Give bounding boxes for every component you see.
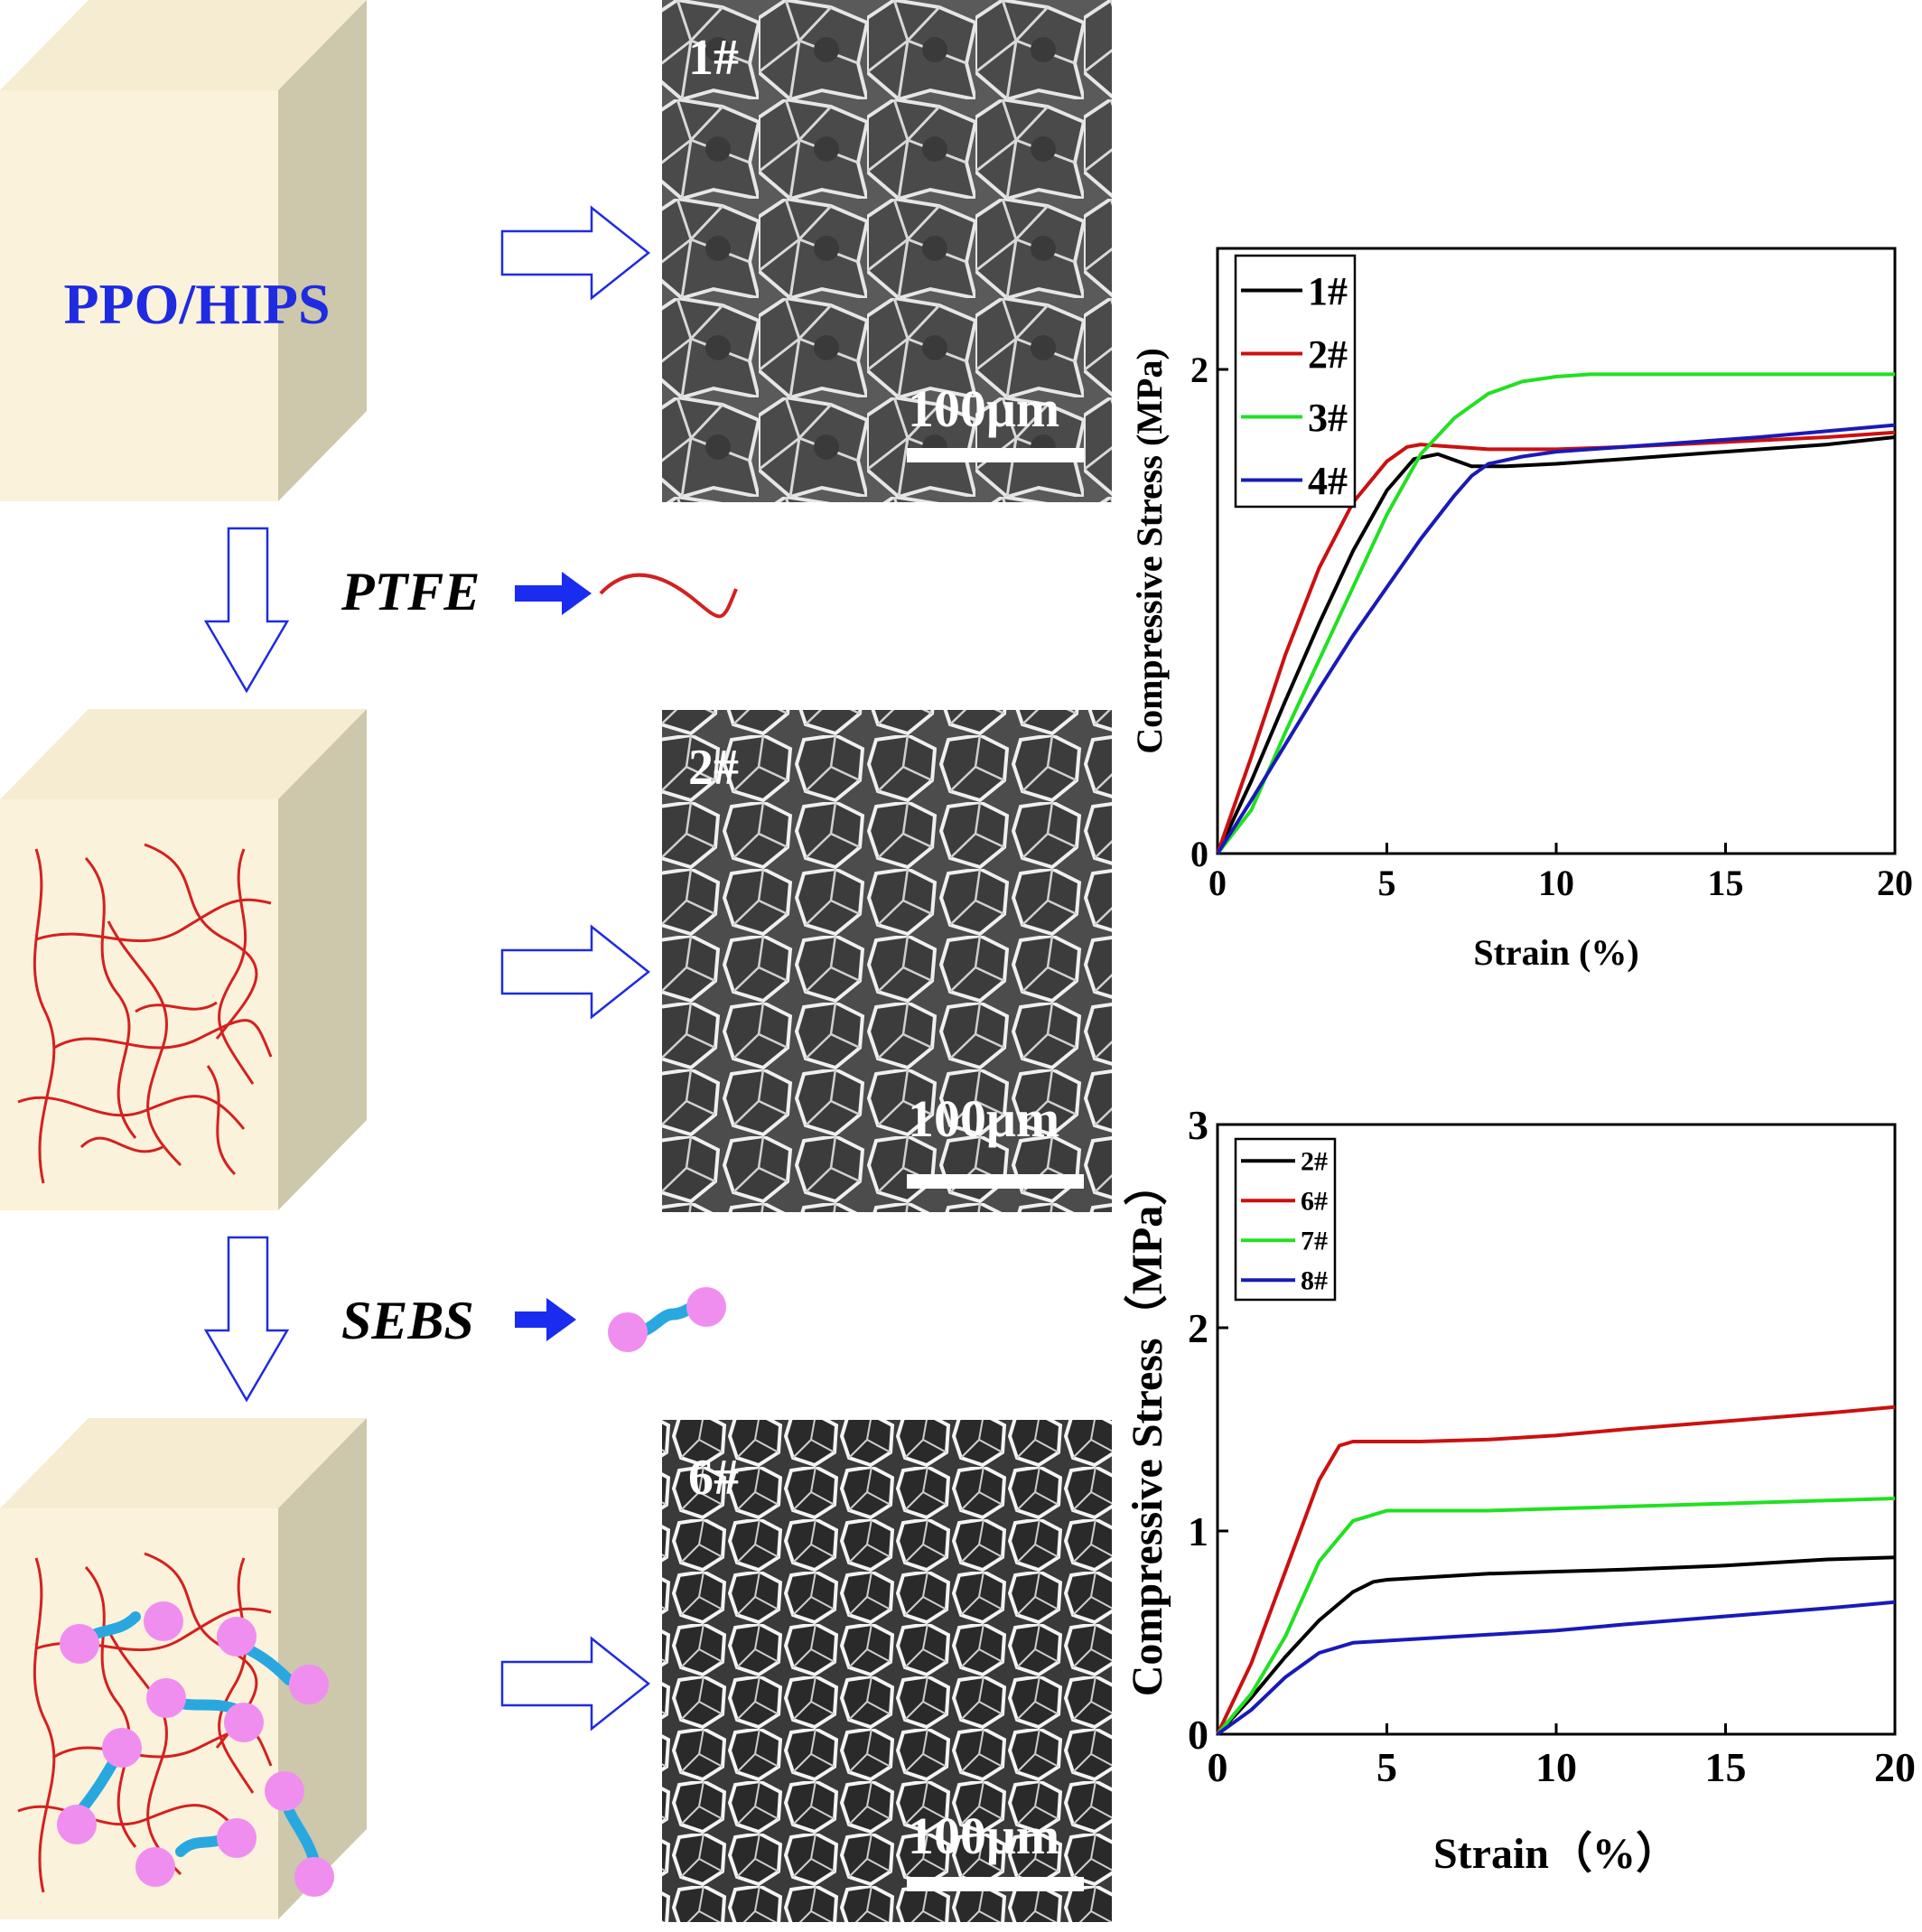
additive-label-ptfe: PTFE [341,562,480,621]
legend-label: 2# [1301,1147,1328,1177]
x-tick-label: 20 [1874,1744,1916,1790]
series-line [1216,435,1896,854]
scale-bar [907,1174,1084,1189]
y-tick-label: 3 [1188,1102,1208,1148]
cube-ptfe-sebs-filled [0,1418,367,1919]
scale-bar [907,448,1084,462]
material-label: PPO/HIPS [63,272,330,336]
scale-bar [907,1877,1084,1891]
legend-label: 8# [1301,1266,1328,1296]
stress-strain-chart-top: 0 5 10 15 20 0 2 Strain (%) Compressive Stress (… [1129,247,1913,973]
legend-box [1234,1137,1337,1302]
cube-top-face [0,0,367,90]
scale-bar-label: 100μm [908,1806,1059,1865]
y-axis-label: Compressive Stress (MPa) [1129,348,1170,754]
cube-side-face [278,709,367,1210]
x-axis-label: Strain（%） [1433,1830,1679,1878]
y-tick-label: 0 [1190,834,1208,874]
cube-side-face [278,0,367,501]
sem-micrograph: 6# 100μm [662,1420,1112,1922]
cube-top-face [0,709,367,799]
x-tick-label: 0 [1208,863,1227,903]
x-tick-label: 5 [1378,863,1396,903]
foam-cell-texture [662,1420,1112,1922]
legend: 2# 6# 7# 8# [1234,1137,1337,1302]
x-axis-label: Strain (%) [1473,932,1638,973]
scale-bar-label: 100μm [908,1089,1059,1148]
outline-arrow-down [203,527,290,694]
cube-ptfe-filled [0,709,367,1210]
x-tick-label: 10 [1538,863,1574,903]
legend-label: 2# [1308,332,1348,377]
y-tick-label: 0 [1188,1712,1208,1758]
sample-label: 6# [688,1450,739,1506]
sample-label: 2# [688,740,739,796]
series-line [1216,1600,1896,1736]
legend-label: 7# [1301,1227,1328,1256]
legend-label: 4# [1308,459,1348,503]
solid-arrow-right [515,1298,576,1341]
cube-front-face [0,90,278,501]
cube-top-face [0,1418,367,1508]
x-tick-label: 5 [1376,1744,1397,1790]
foam-cell-texture [662,710,1112,1212]
series-line [1216,423,1896,855]
stress-strain-chart-bottom: 0 5 10 15 20 0 1 2 3 Strain（%） Compressive Stress（… [1124,1102,1916,1878]
y-tick-label: 2 [1188,1305,1208,1351]
y-tick-label: 2 [1190,350,1208,390]
series-line [1216,372,1895,855]
ptfe-fiber-symbol [599,573,738,619]
x-tick-label: 15 [1708,863,1744,903]
additive-label-sebs: SEBS [341,1291,474,1350]
scale-bar-label: 100μm [908,379,1059,438]
sebs-particles [57,1601,334,1897]
x-tick-label: 0 [1208,1744,1228,1790]
legend: 1# 2# 3# 4# [1234,254,1357,509]
outline-arrow-right [500,205,651,301]
y-axis-label: Compressive Stress（MPa） [1124,1162,1171,1697]
series-line [1216,1497,1896,1736]
legend-box [1234,254,1357,509]
outline-arrow-down [203,1236,290,1403]
x-tick-label: 10 [1535,1744,1577,1790]
y-tick-label: 1 [1188,1508,1208,1554]
sample-label: 1# [688,30,739,86]
foam-cell-texture [662,0,1112,502]
outline-arrow-right [500,924,651,1020]
solid-arrow-right [515,572,592,615]
legend-label: 1# [1308,269,1348,313]
outline-arrow-right [500,1636,651,1731]
x-tick-label: 15 [1705,1744,1747,1790]
cube-front-face [0,799,278,1210]
sebs-molecule-symbol [608,1287,726,1352]
legend-label: 3# [1308,396,1348,440]
series-line [1216,1405,1896,1735]
cube-ppo-hips: PPO/HIPS [0,0,367,501]
ptfe-fiber-network [17,843,273,1184]
sem-micrograph: 2# 100μm [662,710,1112,1212]
x-tick-label: 20 [1877,863,1913,903]
series-line [1216,1555,1896,1736]
legend-label: 6# [1301,1187,1328,1217]
sem-micrograph: 1# 100μm [662,0,1112,502]
